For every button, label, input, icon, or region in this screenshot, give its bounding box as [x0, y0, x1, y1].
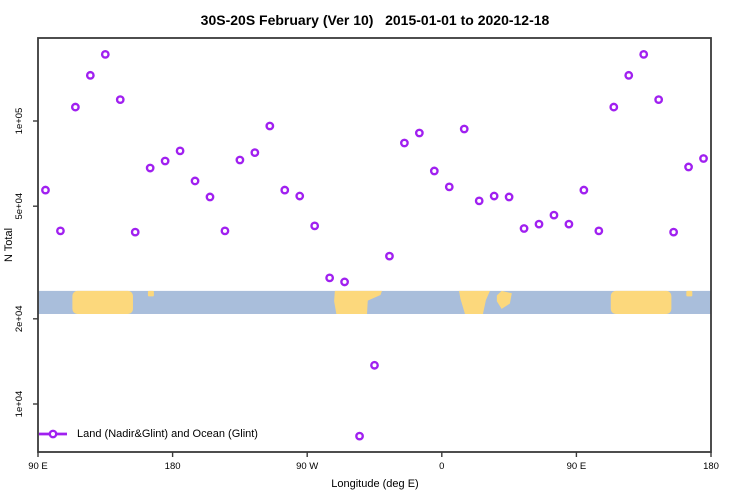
data-point	[190, 176, 200, 186]
data-point	[220, 226, 230, 236]
data-point	[100, 49, 110, 59]
data-point	[489, 191, 499, 201]
data-point	[70, 102, 80, 112]
data-point	[519, 224, 529, 233]
x-axis-label: Longitude (deg E)	[331, 478, 419, 490]
y-tick-label: 2e+04	[14, 305, 25, 332]
data-point	[579, 185, 589, 195]
data-point	[160, 156, 170, 166]
map-band-land-new-caledonia	[686, 290, 693, 297]
data-point	[624, 70, 634, 80]
chart-title: 30S-20S February (Ver 10) 2015-01-01 to …	[200, 12, 550, 28]
data-point	[684, 162, 693, 172]
data-point	[340, 277, 349, 287]
data-point	[534, 219, 544, 229]
x-tick-label: 180	[703, 461, 719, 472]
x-tick-label: 90 E	[28, 461, 48, 472]
legend-label: Land (Nadir&Glint) and Ocean (Glint)	[77, 428, 258, 440]
x-tick-label: 90 E	[567, 461, 587, 472]
data-point	[205, 192, 215, 202]
map-band-ocean	[38, 290, 711, 314]
data-point	[400, 138, 409, 148]
data-point	[414, 128, 424, 138]
data-point	[429, 166, 439, 176]
map-band-land-south-america	[334, 290, 382, 314]
data-point	[250, 148, 260, 158]
data-point	[669, 227, 679, 237]
data-point	[56, 226, 65, 236]
plot-frame	[37, 37, 712, 453]
map-band-land-africa	[458, 290, 490, 314]
data-point	[699, 154, 708, 163]
y-tick-label: 5e+04	[14, 193, 25, 220]
data-point	[609, 102, 619, 112]
data-point	[654, 95, 664, 105]
map-band-land-australia	[610, 290, 672, 314]
x-tick-label: 90 W	[296, 461, 318, 472]
legend: Land (Nadir&Glint) and Ocean (Glint)	[38, 428, 258, 440]
map-band-land-madagascar	[496, 290, 512, 309]
data-point	[549, 210, 559, 220]
x-tick-label: 180	[165, 461, 181, 472]
data-point	[639, 49, 649, 59]
data-point	[355, 431, 364, 441]
data-point	[370, 360, 379, 370]
data-point	[265, 121, 275, 131]
data-point	[41, 185, 50, 195]
data-point	[130, 227, 140, 237]
data-point	[115, 95, 125, 105]
data-point	[594, 226, 604, 236]
y-axis-label: N Total	[3, 227, 15, 263]
data-point	[459, 124, 469, 134]
data-point	[145, 163, 155, 173]
x-tick-label: 0	[439, 461, 444, 472]
data-point	[564, 219, 574, 229]
data-point	[474, 196, 484, 206]
map-band-land-australia	[72, 290, 133, 314]
data-point	[444, 182, 454, 192]
map-band-land-new-caledonia	[147, 290, 154, 297]
data-point	[235, 155, 245, 165]
y-tick-label: 1e+04	[14, 391, 25, 418]
data-point	[85, 70, 95, 80]
data-point	[325, 273, 335, 283]
legend-marker-icon	[39, 429, 67, 439]
data-point	[280, 185, 290, 195]
data-point	[295, 191, 305, 201]
data-point	[504, 192, 514, 202]
data-point	[385, 251, 394, 261]
y-tick-label: 1e+05	[14, 108, 25, 135]
data-point	[310, 221, 320, 231]
data-point	[175, 146, 185, 156]
